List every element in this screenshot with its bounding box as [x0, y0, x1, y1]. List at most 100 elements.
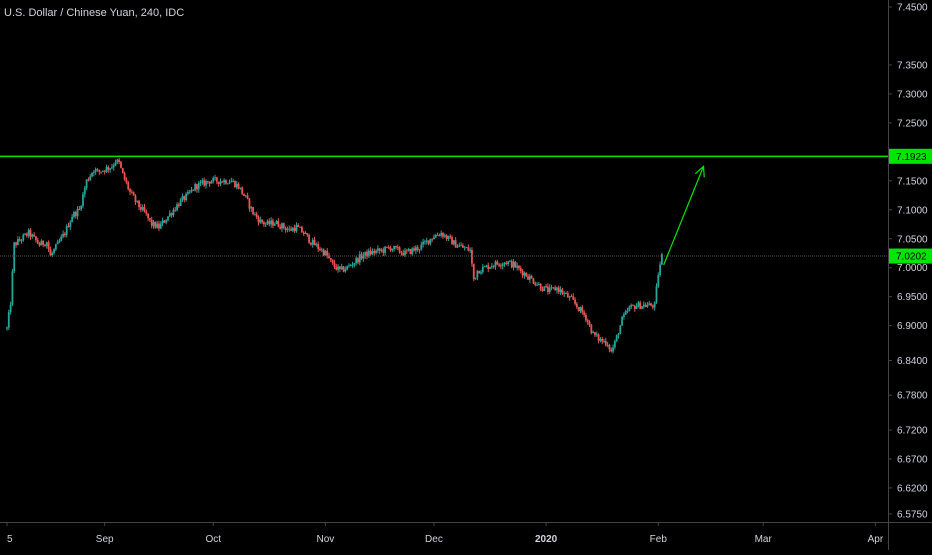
candle: [575, 302, 578, 309]
candle: [351, 261, 354, 268]
candle: [623, 312, 625, 320]
candle: [585, 312, 587, 323]
y-tick-label: 6.8400: [897, 356, 928, 367]
candle: [27, 228, 30, 239]
candle: [644, 302, 647, 308]
candle: [179, 197, 182, 207]
candle: [375, 249, 377, 255]
candle: [243, 193, 245, 196]
candle: [259, 216, 262, 224]
candle: [100, 171, 102, 174]
candle: [136, 200, 139, 204]
candles-layer: [6, 157, 663, 354]
candle: [373, 248, 376, 257]
candle: [429, 238, 432, 246]
candle: [456, 244, 459, 248]
candle: [362, 252, 365, 262]
candle: [54, 243, 57, 252]
candle: [338, 266, 341, 273]
candle: [407, 247, 410, 252]
candle: [630, 303, 633, 310]
candle: [107, 165, 110, 173]
candle: [603, 339, 605, 344]
candle: [507, 260, 510, 267]
candle: [447, 235, 450, 241]
candle: [452, 239, 455, 246]
x-tick-label: 2020: [535, 534, 558, 545]
candle: [35, 236, 37, 243]
candle: [74, 210, 77, 219]
candle: [156, 220, 159, 229]
candle: [348, 263, 350, 268]
candle: [545, 284, 548, 289]
y-tick-label: 7.1500: [897, 176, 928, 187]
candle: [505, 260, 508, 266]
candle: [250, 205, 253, 212]
candle: [463, 245, 466, 251]
candle: [141, 204, 144, 212]
candle: [608, 343, 611, 353]
candle: [58, 238, 61, 244]
candle: [431, 238, 434, 242]
candle: [617, 332, 620, 339]
candle: [579, 306, 582, 314]
candle: [389, 245, 392, 252]
candle: [246, 192, 249, 200]
projection-arrow[interactable]: [663, 165, 705, 266]
candle: [29, 228, 32, 240]
candle: [313, 236, 316, 246]
candle: [661, 252, 663, 266]
candle: [130, 189, 133, 194]
candle: [632, 304, 634, 307]
candle: [402, 249, 405, 257]
candle: [335, 263, 338, 271]
candle: [87, 177, 90, 182]
candle: [89, 173, 92, 182]
candle: [485, 264, 488, 268]
resistance-price-tag: 7.1923: [889, 148, 932, 164]
y-tick-label: 7.0500: [897, 234, 928, 245]
candle: [291, 227, 294, 233]
candle: [252, 206, 254, 216]
candle: [237, 182, 240, 190]
candle: [467, 244, 470, 252]
candle: [454, 237, 457, 248]
candle: [414, 245, 417, 254]
candle: [217, 181, 220, 187]
candle: [203, 177, 206, 187]
candle: [270, 217, 273, 228]
candle: [494, 260, 497, 270]
chart-title: U.S. Dollar / Chinese Yuan, 240, IDC: [4, 7, 184, 19]
candle: [597, 333, 600, 344]
candle: [241, 186, 244, 196]
candle: [281, 222, 283, 232]
candle: [138, 200, 140, 211]
candle: [378, 247, 381, 255]
candle: [38, 241, 41, 247]
candle: [594, 332, 596, 338]
candle: [449, 234, 452, 240]
candle: [326, 248, 329, 259]
candle: [499, 263, 502, 270]
candle: [633, 304, 636, 312]
candle: [418, 249, 421, 254]
candle: [67, 222, 70, 228]
candle: [139, 203, 142, 213]
candle: [386, 246, 388, 249]
candle: [532, 277, 535, 285]
candle: [177, 202, 180, 208]
candle: [420, 241, 423, 251]
candle: [650, 302, 652, 307]
candle: [261, 219, 263, 225]
candle: [615, 334, 618, 343]
candle: [297, 223, 300, 228]
candle: [537, 281, 540, 286]
candle: [266, 219, 269, 226]
candle: [150, 216, 153, 229]
candle: [651, 304, 654, 310]
candle: [20, 239, 23, 244]
candle: [487, 262, 490, 273]
candle: [342, 265, 345, 273]
